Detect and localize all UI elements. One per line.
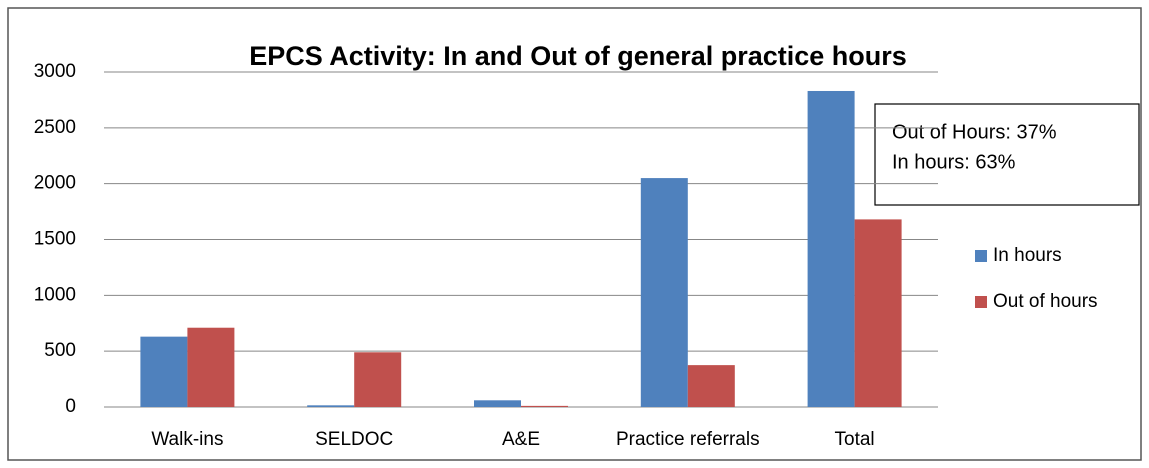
bar: [687, 365, 735, 407]
legend-swatch: [975, 250, 987, 262]
x-tick-label: Total: [835, 429, 875, 450]
x-tick-label: A&E: [502, 429, 540, 450]
y-tick-label: 2000: [34, 173, 76, 194]
bar: [140, 336, 188, 407]
x-tick-label: Walk-ins: [151, 429, 223, 450]
bar: [307, 405, 355, 407]
x-tick-label: SELDOC: [315, 429, 393, 450]
bar: [640, 178, 688, 407]
legend-label: Out of hours: [993, 291, 1098, 312]
legend-label: In hours: [993, 245, 1062, 266]
bar: [187, 327, 235, 407]
bar: [521, 405, 568, 407]
y-tick-label: 2500: [34, 117, 76, 138]
chart-title: EPCS Activity: In and Out of general pra…: [249, 41, 907, 71]
bar: [807, 90, 855, 407]
y-tick-label: 500: [44, 340, 76, 361]
annotation-box: [874, 103, 1140, 206]
y-tick-label: 1500: [34, 229, 76, 250]
bar: [354, 352, 402, 407]
y-tick-label: 0: [65, 396, 76, 417]
annotation: In hours: 63%: [892, 151, 1016, 173]
legend-swatch: [975, 296, 987, 308]
bar: [854, 219, 902, 407]
y-tick-label: 1000: [34, 284, 76, 305]
y-tick-label: 3000: [34, 61, 76, 82]
annotation: Out of Hours: 37%: [892, 121, 1057, 143]
bar: [474, 400, 521, 407]
x-tick-label: Practice referrals: [616, 429, 760, 450]
